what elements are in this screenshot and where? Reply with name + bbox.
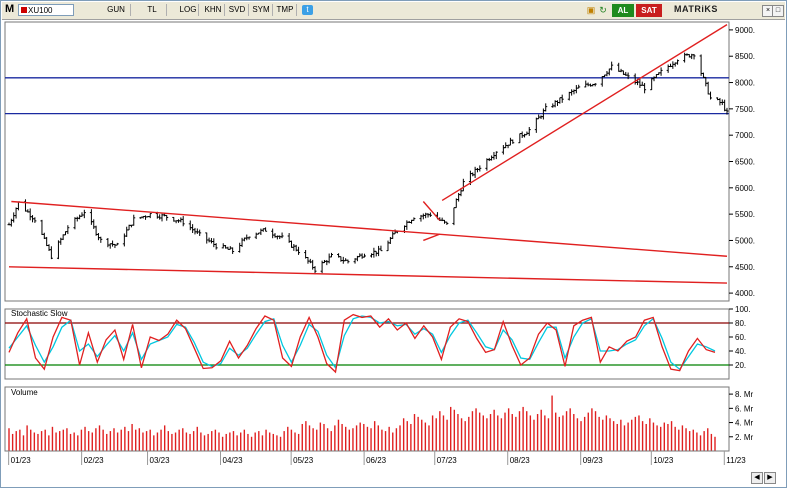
stoch-tick-label: 40. [735,347,746,356]
price-tick-label: 8000. [735,79,755,88]
price-tick-label: 4000. [735,289,755,298]
x-tick-label: 11/23 [726,456,746,465]
x-tick-label: 09/23 [583,456,604,465]
currency-button[interactable]: TL [138,4,167,16]
khn-button[interactable]: KHN [202,4,225,16]
scroll-right-button[interactable]: ▶ [764,472,776,484]
buy-button[interactable]: AL [612,4,634,17]
price-tick-label: 8500. [735,52,755,61]
price-tick-label: 4500. [735,263,755,272]
symbol-text: XU100 [28,6,53,15]
trendline [422,201,441,221]
price-tick-label: 5500. [735,210,755,219]
sell-button[interactable]: SAT [636,4,662,17]
price-frame [4,21,730,302]
brand-logo: MATRiKS [674,4,718,14]
symbol-marker-icon [21,7,27,13]
svd-button[interactable]: SVD [226,4,249,16]
volume-tick-label: 2. Mr [735,433,754,442]
price-tick-label: 6000. [735,184,755,193]
volume-tick-label: 4. Mr [735,419,754,428]
x-axis: 01/23 02/23 03/23 04/23 05/23 06/23 07/23 08/23… [5,450,746,465]
x-tick-label: 08/23 [510,456,531,465]
x-tick-label: 10/23 [653,456,674,465]
log-button[interactable]: LOG [178,4,199,16]
stoch-tick-label: 60. [735,333,746,342]
stoch-k-line [8,313,716,374]
x-tick-label: 02/23 [84,456,105,465]
price-tick-label: 7500. [735,105,755,114]
stoch-d-line [8,315,716,371]
stochastic-panel: 100. 80. 60. 40. 20. [4,305,751,380]
trendline [441,24,728,202]
chart-toolbar: M XU100 GUN TL LOG KHN SVD SYM TMP t ▣ ↻… [2,2,785,20]
price-tick-label: 7000. [735,131,755,140]
x-tick-label: 04/23 [223,456,244,465]
trendline [8,266,728,284]
sym-button[interactable]: SYM [250,4,273,16]
stochastic-frame [4,308,730,380]
period-button[interactable]: GUN [102,4,131,16]
brand-text: MATRiKS [674,4,718,14]
stoch-tick-label: 100. [735,305,751,314]
price-tick-label: 9000. [735,26,755,35]
x-tick-label: 01/23 [11,456,32,465]
maximize-icon[interactable]: □ [772,5,784,17]
symbol-selector[interactable]: XU100 [18,4,74,16]
trendline [423,233,441,242]
stoch-tick-label: 80. [735,319,746,328]
x-tick-label: 07/23 [437,456,458,465]
price-tick-label: 5000. [735,236,755,245]
lock-icon[interactable]: ▣ [586,5,596,15]
app-logo: M [5,3,15,15]
price-tick-label: 6500. [735,158,755,167]
scroll-left-button[interactable]: ◀ [751,472,763,484]
twitter-icon[interactable]: t [302,5,313,15]
price-panel: 9000. 8500. 8000. 7500. 7000. 6500. 6000. 5500.… [4,21,755,302]
volume-title: Volume [11,388,38,397]
x-tick-label: 03/23 [150,456,171,465]
stoch-tick-label: 20. [735,361,746,370]
volume-panel: 8. Mr 6. Mr 4. Mr 2. Mr [4,386,754,452]
x-tick-label: 06/23 [366,456,387,465]
x-tick-label: 05/23 [293,456,314,465]
volume-tick-label: 8. Mr [735,390,754,399]
volume-tick-label: 6. Mr [735,404,754,413]
tmp-button[interactable]: TMP [274,4,297,16]
refresh-icon[interactable]: ↻ [599,5,607,15]
stochastic-title: Stochastic Slow [11,309,68,318]
trendline [11,200,728,257]
chart-svg: 9000. 8500. 8000. 7500. 7000. 6500. 6000. 5500.… [4,21,755,465]
